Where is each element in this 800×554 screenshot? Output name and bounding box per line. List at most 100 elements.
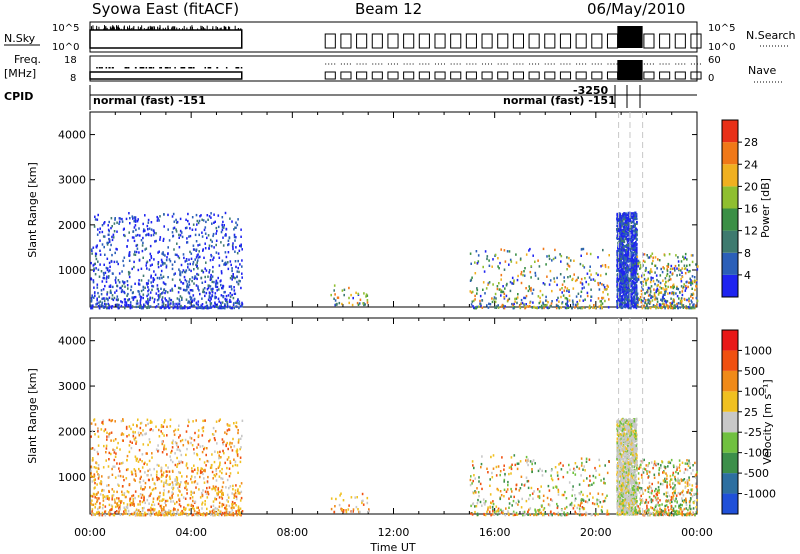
scatter-cell: [122, 475, 124, 478]
scatter-cell: [228, 300, 231, 303]
scatter-cell: [118, 220, 121, 223]
scatter-cell: [198, 250, 200, 253]
scatter-cell: [627, 288, 630, 292]
scatter-cell: [116, 295, 119, 298]
scatter-cell: [563, 276, 565, 279]
scatter-cell: [630, 257, 633, 260]
scatter-cell: [115, 247, 117, 251]
scatter-cell: [623, 233, 626, 237]
scatter-cell: [108, 233, 110, 236]
scatter-cell: [177, 306, 179, 310]
freq-dot: [207, 67, 210, 69]
scatter-cell: [620, 215, 623, 218]
scatter-cell: [594, 279, 596, 282]
scatter-cell: [121, 493, 124, 496]
scatter-cell: [527, 305, 529, 308]
colorbar-swatch: [722, 274, 738, 297]
scatter-cell: [627, 234, 629, 237]
scatter-cell: [147, 221, 150, 224]
scatter-cell: [138, 227, 140, 230]
scatter-cell: [624, 295, 626, 299]
scatter-cell: [239, 305, 242, 308]
scatter-cell: [101, 514, 104, 517]
scatter-cell: [162, 440, 164, 443]
scatter-cell: [633, 268, 636, 271]
scatter-cell: [178, 300, 181, 303]
scatter-cell: [222, 511, 224, 515]
scatter-cell: [139, 301, 142, 305]
scatter-cell: [628, 221, 630, 224]
scatter-cell: [145, 264, 147, 267]
scatter-cell: [616, 230, 618, 233]
scatter-cell: [203, 290, 206, 294]
scatter-cell: [202, 513, 204, 517]
scatter-cell: [191, 228, 194, 231]
scatter-cell: [204, 247, 207, 250]
scatter-cell: [197, 469, 199, 472]
scatter-cell: [238, 306, 240, 310]
scatter-cell: [111, 225, 113, 228]
scatter-cell: [665, 301, 667, 304]
scatter-cell: [192, 294, 195, 297]
scatter-cell: [117, 298, 119, 301]
scatter-cell: [232, 484, 234, 488]
scatter-cell: [618, 235, 621, 238]
scatter-cell: [561, 287, 563, 290]
scatter-cell: [178, 233, 180, 237]
scatter-cell: [108, 489, 110, 493]
scatter-cell: [554, 256, 557, 259]
scatter-cell: [228, 467, 231, 470]
scatter-cell: [487, 306, 490, 309]
scatter-cell: [223, 224, 225, 227]
scatter-cell: [163, 448, 165, 451]
scatter-cell: [632, 241, 634, 245]
scatter-cell: [128, 254, 130, 257]
scatter-cell: [484, 292, 486, 295]
scatter-cell: [178, 298, 180, 301]
scatter-cell: [120, 290, 123, 294]
scatter-cell: [186, 466, 189, 470]
scatter-cell: [600, 305, 603, 308]
scatter-cell: [668, 253, 671, 256]
scatter-cell: [153, 300, 155, 304]
scatter-cell: [182, 496, 185, 499]
scatter-cell: [201, 281, 204, 284]
scatter-cell: [196, 223, 198, 226]
scatter-cell: [356, 496, 358, 499]
scatter-cell: [481, 306, 484, 309]
scatter-cell: [630, 231, 632, 234]
scatter-cell: [113, 511, 116, 514]
scatter-cell: [164, 501, 166, 504]
scatter-cell: [101, 224, 104, 227]
scatter-cell: [364, 303, 366, 306]
scatter-cell: [348, 301, 350, 305]
scatter-cell: [662, 287, 664, 290]
scatter-cell: [673, 301, 675, 304]
scatter-cell: [621, 276, 623, 280]
scatter-cell: [142, 288, 145, 291]
scatter-cell: [187, 291, 190, 294]
scatter-cell: [212, 232, 215, 236]
scatter-cell: [172, 511, 175, 514]
scatter-cell: [102, 271, 105, 275]
scatter-cell: [95, 466, 97, 470]
scatter-cell: [193, 439, 196, 442]
scatter-cell: [128, 425, 131, 428]
scatter-cell: [633, 217, 635, 220]
scatter-cell: [94, 294, 96, 298]
scatter-cell: [547, 301, 549, 304]
scatter-cell: [98, 231, 101, 234]
scatter-cell: [551, 259, 553, 262]
scatter-cell: [664, 277, 667, 280]
scatter-cell: [96, 450, 99, 454]
scatter-cell: [683, 264, 686, 267]
scatter-cell: [127, 292, 129, 296]
scatter-cell: [565, 303, 568, 306]
scatter-cell: [122, 461, 124, 464]
scatter-cell: [235, 512, 238, 515]
scatter-cell: [633, 229, 635, 233]
scatter-cell: [205, 513, 208, 516]
scatter-cell: [140, 475, 142, 479]
scatter-cell: [486, 257, 488, 261]
